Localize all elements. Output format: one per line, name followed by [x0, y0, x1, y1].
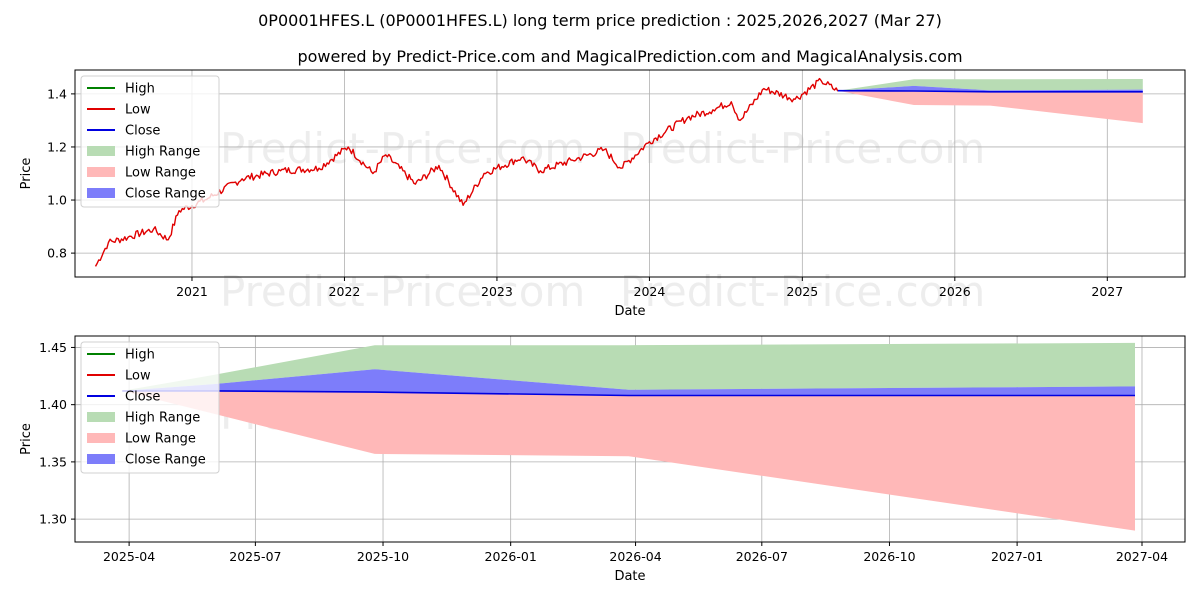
legend-high-range-patch	[87, 412, 115, 422]
x-tick-label: 2026-04	[609, 549, 661, 564]
chart-subtitle: powered by Predict-Price.com and Magical…	[297, 47, 962, 66]
legend-label: High	[125, 348, 155, 363]
legend-label: Close Range	[125, 453, 206, 468]
x-tick-label: 2027-01	[991, 549, 1043, 564]
legend-label: Close	[125, 390, 160, 405]
bottom-panel: Predict-Price.comPredict-Price.com2025-0…	[19, 335, 1186, 584]
legend-low-range-patch	[87, 433, 115, 443]
legend-label: Low Range	[125, 166, 196, 181]
y-tick-label: 1.0	[47, 193, 67, 208]
low-range-band	[837, 90, 1143, 124]
x-tick-label: 2022	[329, 284, 361, 299]
legend-label: High Range	[125, 145, 200, 160]
legend-label: Close	[125, 124, 160, 139]
chart-title: 0P0001HFES.L (0P0001HFES.L) long term pr…	[258, 11, 942, 30]
legend-label: High Range	[125, 411, 200, 426]
x-tick-label: 2023	[481, 284, 513, 299]
x-tick-label: 2026-01	[485, 549, 537, 564]
high-range-band	[837, 79, 1143, 91]
y-tick-label: 1.2	[47, 139, 67, 154]
y-tick-label: 1.45	[39, 340, 67, 355]
x-axis-label: Date	[614, 569, 645, 584]
y-axis-label: Price	[19, 423, 34, 455]
close-forecast-line	[837, 89, 1143, 93]
x-tick-label: 2026	[939, 284, 971, 299]
x-axis-label: Date	[614, 304, 645, 319]
high-range-band	[122, 342, 1135, 391]
y-tick-label: 1.35	[39, 454, 67, 469]
close-range-band	[122, 369, 1135, 396]
legend-label: Low	[125, 103, 151, 118]
legend: High Low Close High Range Low Range Close Ran…	[80, 75, 220, 208]
x-tick-label: 2025-07	[229, 549, 281, 564]
x-tick-label: 2025-10	[357, 549, 409, 564]
legend: High Low Close High Range Low Range Close Ran…	[80, 341, 220, 474]
top-panel: Predict-Price.com Predict-Price.comPredic…	[19, 69, 1186, 319]
legend-high-range-patch	[87, 146, 115, 156]
legend-label: Low Range	[125, 432, 196, 447]
plot-frame	[74, 335, 1186, 543]
legend-box	[80, 75, 220, 208]
x-tick-label: 2027	[1091, 284, 1123, 299]
y-tick-label: 0.8	[47, 246, 67, 261]
x-tick-label: 2027-04	[1116, 549, 1168, 564]
watermark-text: Predict-Price.com	[220, 124, 585, 173]
legend-close-range-patch	[87, 188, 115, 198]
legend-box	[80, 341, 220, 474]
low-range-band	[122, 390, 1135, 531]
y-axis-label: Price	[19, 158, 34, 190]
watermark-text: Predict-Price.com	[220, 267, 585, 316]
legend-label: Close Range	[125, 187, 206, 202]
plot-frame	[74, 69, 1186, 278]
y-tick-label: 1.40	[39, 397, 67, 412]
x-tick-label: 2024	[634, 284, 666, 299]
legend-label: Low	[125, 369, 151, 384]
x-tick-label: 2025-04	[103, 549, 155, 564]
x-tick-label: 2021	[176, 284, 208, 299]
y-tick-label: 1.30	[39, 512, 67, 527]
x-tick-label: 2026-10	[863, 549, 915, 564]
y-tick-label: 1.4	[47, 86, 67, 101]
legend-close-range-patch	[87, 454, 115, 464]
x-tick-label: 2026-07	[736, 549, 788, 564]
legend-low-range-patch	[87, 167, 115, 177]
x-tick-label: 2025	[786, 284, 818, 299]
legend-label: High	[125, 82, 155, 97]
